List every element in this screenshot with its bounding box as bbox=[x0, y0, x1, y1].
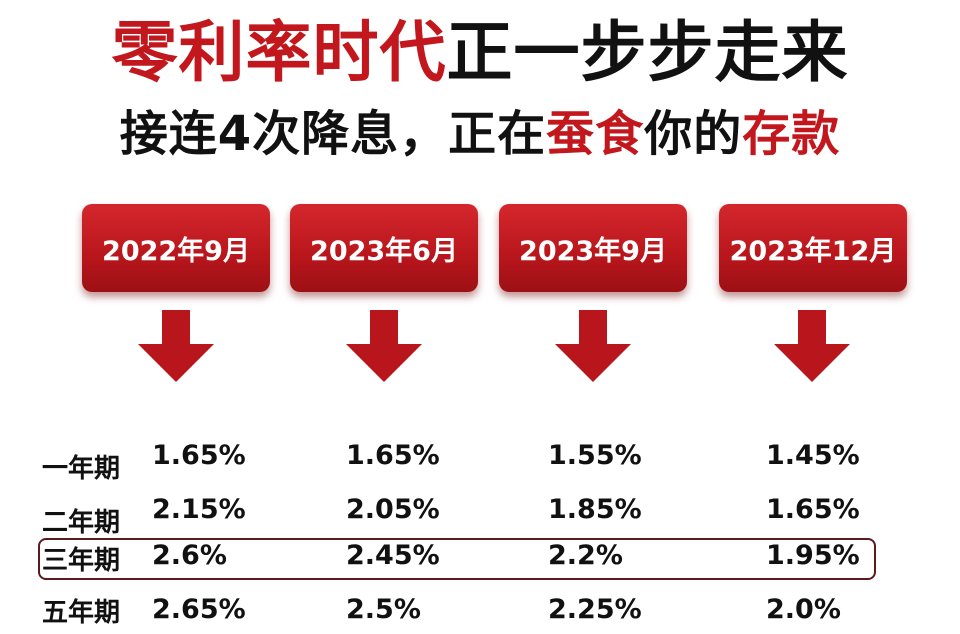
arrow-down-icon bbox=[346, 310, 422, 382]
rate-value: 2.0% bbox=[766, 594, 841, 625]
arrow-down-icon bbox=[555, 310, 631, 382]
rate-value: 1.95% bbox=[766, 540, 860, 571]
rate-value: 2.25% bbox=[548, 594, 642, 625]
date-box-2023-12: 2023年12月 bbox=[719, 204, 907, 292]
headline-black-part: 正一步步走来 bbox=[446, 14, 849, 91]
term-label: 五年期 bbox=[42, 598, 121, 628]
rate-value: 2.2% bbox=[548, 540, 623, 571]
rate-value: 2.65% bbox=[152, 594, 246, 625]
headline-red-part: 零利率时代 bbox=[111, 14, 447, 91]
arrow-down-icon bbox=[774, 310, 850, 382]
rate-value: 1.65% bbox=[152, 440, 246, 471]
rate-value: 2.5% bbox=[346, 594, 421, 625]
rate-value: 2.05% bbox=[346, 494, 440, 525]
rate-value: 2.15% bbox=[152, 494, 246, 525]
subheadline-red-2: 存款 bbox=[742, 106, 841, 162]
term-label: 三年期 bbox=[42, 546, 121, 576]
term-label: 一年期 bbox=[42, 454, 121, 484]
date-box-2023-09: 2023年9月 bbox=[499, 204, 687, 292]
date-box-2023-06: 2023年6月 bbox=[290, 204, 478, 292]
arrow-down-icon bbox=[138, 310, 214, 382]
date-box-2022-09: 2022年9月 bbox=[82, 204, 270, 292]
rate-value: 1.85% bbox=[548, 494, 642, 525]
subheadline-red-1: 蚕食 bbox=[546, 106, 645, 162]
rate-row-one-year: 一年期 1.65% 1.65% 1.55% 1.45% bbox=[0, 434, 960, 484]
rate-row-three-year: 三年期 2.6% 2.45% 2.2% 1.95% bbox=[0, 534, 960, 580]
subheadline-part-1: 接连4次降息，正在 bbox=[119, 106, 547, 162]
rate-row-two-year: 二年期 2.15% 2.05% 1.85% 1.65% bbox=[0, 488, 960, 538]
term-label: 二年期 bbox=[42, 508, 121, 538]
rate-value: 1.55% bbox=[548, 440, 642, 471]
highlight-box-three-year bbox=[38, 538, 876, 580]
rate-value: 2.6% bbox=[152, 540, 227, 571]
rate-value: 1.45% bbox=[766, 440, 860, 471]
rate-value: 1.65% bbox=[346, 440, 440, 471]
headline: 零利率时代正一步步走来 bbox=[0, 12, 960, 94]
subheadline: 接连4次降息，正在蚕食你的存款 bbox=[0, 104, 960, 164]
subheadline-part-2: 你的 bbox=[644, 106, 743, 162]
rate-value: 2.45% bbox=[346, 540, 440, 571]
rate-value: 1.65% bbox=[766, 494, 860, 525]
rate-row-five-year: 五年期 2.65% 2.5% 2.25% 2.0% bbox=[0, 588, 960, 634]
